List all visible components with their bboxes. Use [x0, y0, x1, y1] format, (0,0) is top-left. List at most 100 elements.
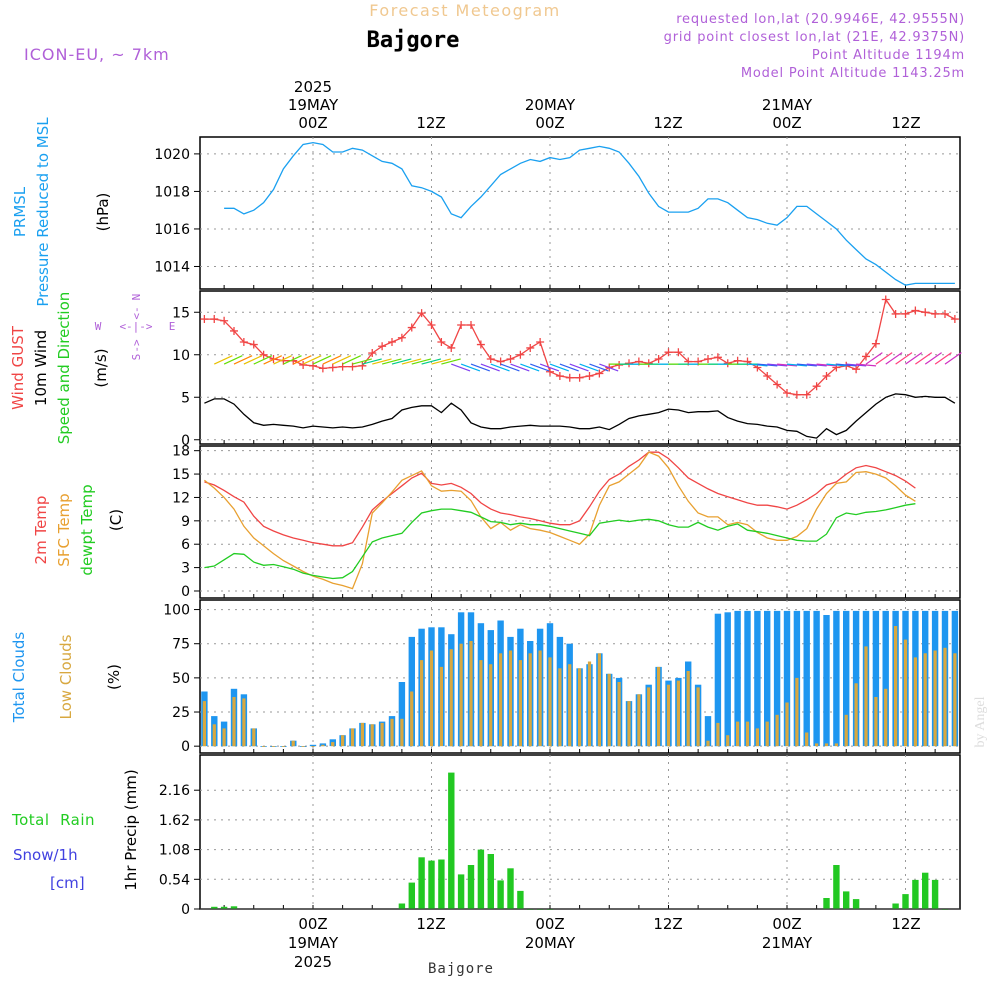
gust-marker-32 [516, 350, 525, 359]
ytick-label-4-0: 2.16 [159, 783, 190, 799]
wind-arrow-18 [490, 363, 510, 372]
compass-rose: N <- W <-|-> E -> S [95, 294, 176, 361]
gust-marker-16 [358, 361, 367, 370]
gust-marker-13 [328, 363, 337, 372]
cloud-low-bar-62 [815, 743, 819, 747]
wind-arrow-9 [401, 358, 422, 365]
cloud-low-bar-33 [528, 653, 532, 747]
gust-marker-36 [555, 372, 564, 380]
cloud-total-bar-65 [843, 610, 850, 747]
gust-marker-68 [871, 339, 880, 348]
ytick-label-3-1: 75 [172, 637, 190, 653]
gust-marker-67 [862, 352, 870, 361]
top-year-label: 2025 [294, 78, 332, 96]
precip-bar-2 [418, 857, 425, 909]
gust-marker-10 [299, 360, 308, 369]
top-time-axis: 2025 19MAY 00Z 12Z 20MAY 00Z 12Z 21MAY 0… [288, 78, 921, 132]
wind-arrow--2 [292, 355, 312, 365]
cloud-low-bar-21 [410, 691, 414, 747]
cloud-low-bar-39 [587, 661, 592, 747]
wind-arrow--6 [253, 355, 273, 365]
ytick-label-2-4: 6 [181, 537, 190, 553]
ytick-label-1-3: 0 [181, 433, 190, 449]
ytick-label-0-0: 1020 [154, 147, 190, 163]
cloud-low-bar-52 [716, 722, 720, 747]
wind-arrow--8 [233, 355, 253, 365]
gust-marker-6 [259, 350, 268, 359]
cloud-low-bar-67 [864, 646, 868, 747]
panel-4: 2.16 1.62 1.08 0.54 0 [159, 754, 961, 918]
cloud-low-bar-15 [350, 728, 355, 747]
wind-arrow-15 [460, 363, 481, 372]
wind-labels: Wind GUST 10m Wind Speed and Direction (… [9, 292, 110, 445]
precip-labels: Total Rain Snow/1h [cm] 1hr Precip (mm) [11, 769, 140, 892]
cloud-low-bar-3 [232, 697, 236, 747]
wind-arrow--9 [223, 355, 243, 365]
gust-marker-34 [536, 338, 545, 346]
cloud-low-bar-10 [301, 746, 305, 747]
gust-marker-51 [704, 355, 712, 363]
precip-bar-21 [902, 894, 909, 909]
bottom-date-label-0: 19MAY [288, 934, 339, 952]
temp-labels: 2m Temp SFC Temp dewpt Temp (C) [32, 484, 125, 575]
gust-marker-5 [249, 340, 258, 349]
wind-arrow-57 [875, 352, 893, 365]
series-line-sfc-temp [203, 451, 916, 590]
wind-gust-label: Wind GUST [9, 325, 27, 410]
precip-bar-18 [843, 891, 850, 909]
cloud-low-bar-41 [607, 673, 611, 747]
cloud-low-bar-32 [518, 660, 522, 747]
gust-marker-73 [921, 308, 930, 317]
precip-bar-early-2 [230, 906, 238, 910]
gust-marker-62 [812, 382, 821, 391]
wind-arrow-10 [411, 358, 432, 365]
wind-arrow-19 [500, 363, 520, 372]
precip-snow-unit: [cm] [50, 874, 85, 892]
cloud-low-bar-29 [489, 664, 493, 747]
wind-arrow-55 [856, 363, 877, 367]
compass-arrow-up: <- [130, 306, 143, 319]
cloud-low-bar-19 [390, 718, 394, 747]
wind-arrow-62 [924, 352, 942, 365]
ytick-label-0-1: 1018 [154, 184, 190, 200]
clouds-unit: (%) [105, 664, 123, 690]
wind-arrow-44 [747, 363, 768, 367]
wind-arrow-17 [480, 363, 500, 372]
gust-marker-18 [378, 342, 387, 351]
cloud-low-bar-48 [676, 680, 680, 747]
wind-arrow-45 [757, 363, 778, 367]
precip-bar-3 [428, 860, 435, 909]
cloud-low-bar-9 [291, 740, 295, 747]
cloud-low-bar-34 [538, 650, 542, 747]
cloud-low-bar-44 [637, 694, 641, 747]
pressure-labels: PRMSL Pressure Reduced to MSL (hPa) [11, 117, 112, 307]
top-time-label-2: 00Z [535, 114, 564, 132]
gust-marker-63 [822, 372, 831, 380]
gust-marker-35 [546, 367, 554, 376]
cloud-low-bar-51 [706, 740, 710, 747]
compass-arrow-down: -> [130, 339, 143, 353]
cloud-total-bar-11 [309, 744, 317, 747]
wind-arrow-12 [431, 358, 451, 365]
cloud-labels: Total Clouds Low Clouds (%) [10, 632, 123, 724]
cloud-total-bar-53 [724, 612, 731, 747]
precip-bar-19 [852, 899, 860, 909]
bottom-date-label-2: 20MAY [525, 934, 576, 952]
gust-marker-37 [565, 373, 574, 382]
cloud-low-bar-18 [380, 722, 384, 747]
cloud-low-bar-4 [242, 698, 246, 747]
top-time-label-0: 00Z [298, 114, 327, 132]
series-line-prmsl [224, 141, 955, 286]
gust-marker-52 [713, 353, 722, 362]
precip-bar-11 [507, 868, 514, 909]
cloud-low-bar-6 [262, 746, 266, 747]
cloud-low-bar-57 [765, 721, 769, 747]
cloud-low-bar-13 [331, 742, 335, 747]
gust-marker-29 [486, 355, 495, 363]
temp-dew-label: dewpt Temp [78, 484, 96, 575]
panel-3: 100 75 50 25 0 [163, 599, 961, 755]
gust-marker-12 [318, 364, 327, 373]
wind-arrow-0 [312, 355, 332, 365]
wind-arrow-11 [421, 358, 442, 365]
gust-marker-47 [664, 348, 673, 357]
